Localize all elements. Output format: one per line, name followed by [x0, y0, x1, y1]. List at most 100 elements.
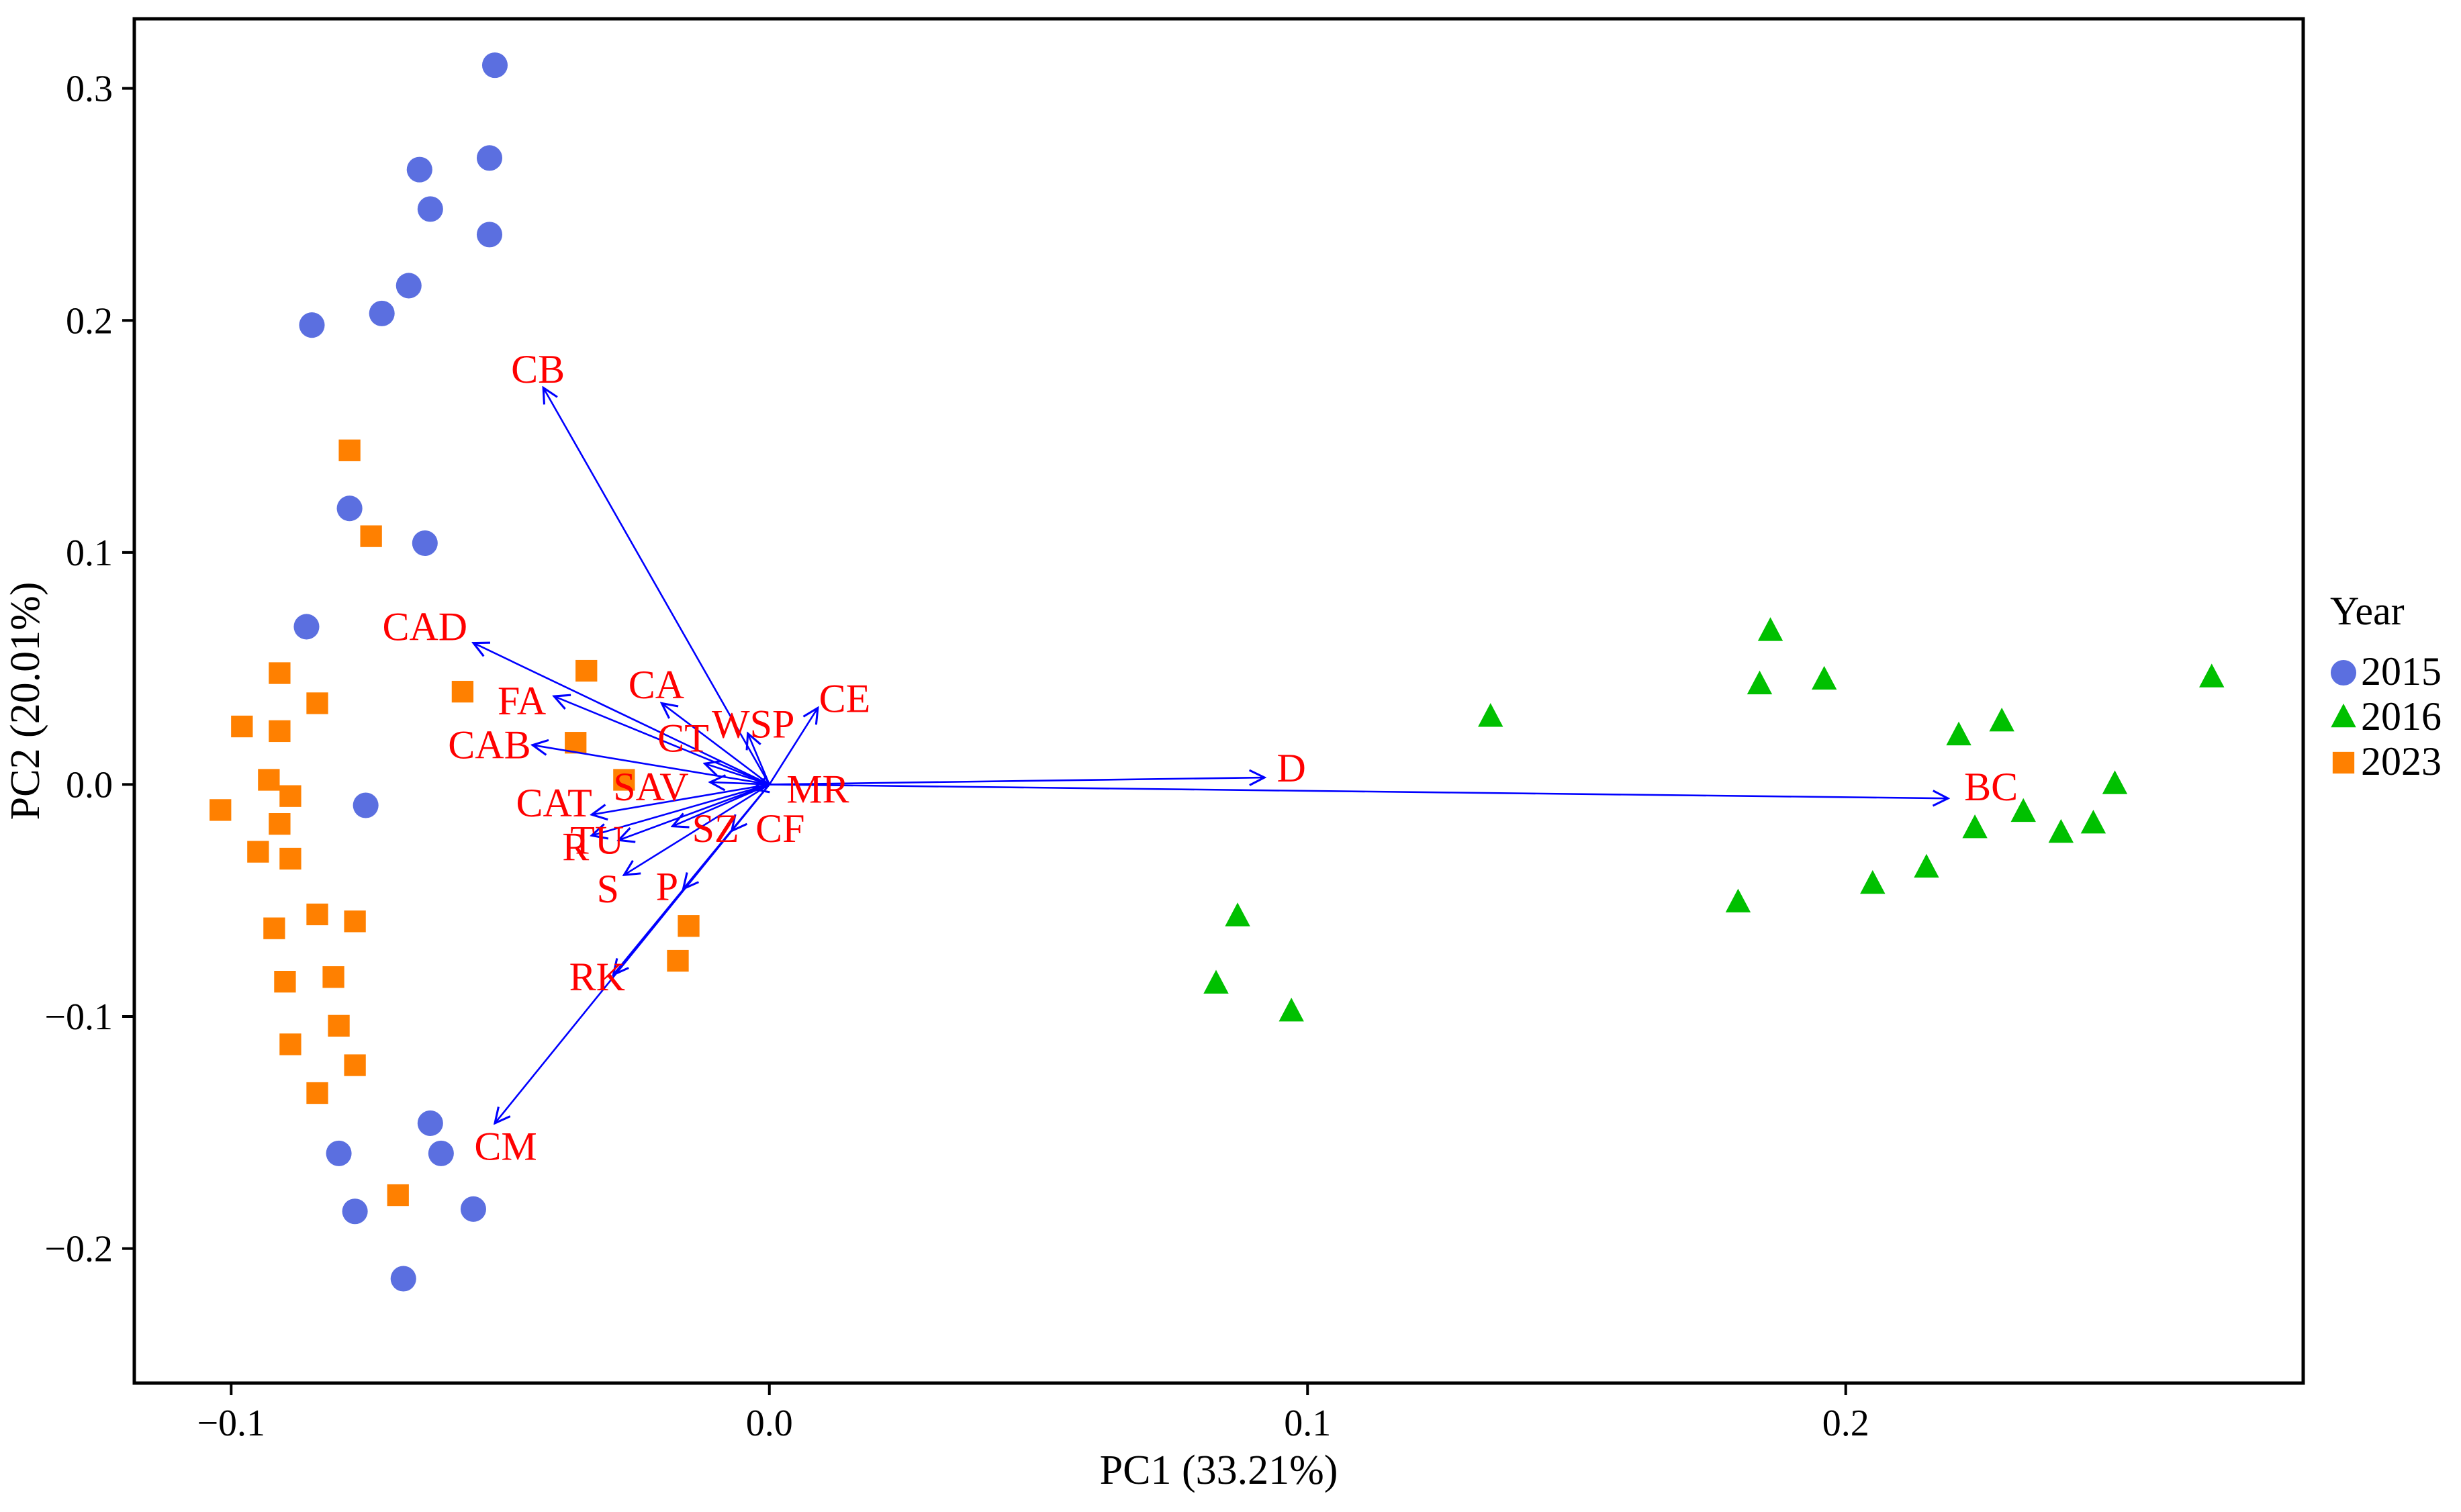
y-tick-label: 0.2 [66, 300, 113, 342]
point-2023-square [263, 917, 285, 939]
point-2023-square [306, 1082, 328, 1104]
loading-label-CAB: CAB [448, 723, 530, 767]
y-tick-label: 0.3 [66, 68, 113, 110]
point-2023-square [210, 799, 232, 821]
point-2023-square [613, 769, 635, 791]
point-2016-triangle [2010, 798, 2036, 822]
legend-title: Year [2330, 589, 2405, 633]
point-2023-square [338, 439, 361, 461]
loading-label-CF: CF [755, 806, 804, 851]
point-2015-circle [353, 792, 379, 818]
loading-label-CM: CM [474, 1125, 537, 1169]
point-2015-circle [417, 196, 443, 222]
legend-marker-2015 [2330, 659, 2357, 686]
point-2015-circle [299, 312, 325, 338]
point-2023-square [667, 949, 689, 972]
loading-label-RK: RK [569, 955, 625, 999]
loading-label-CE: CE [819, 677, 871, 721]
legend-label-2016: 2016 [2361, 694, 2442, 739]
point-2015-circle [417, 1110, 443, 1136]
point-2023-square [279, 847, 301, 870]
point-2016-triangle [1757, 617, 1783, 641]
point-2023-square [279, 1033, 301, 1055]
legend-marker-2016 [2331, 703, 2356, 728]
loading-arrow-CE [768, 708, 818, 786]
point-2023-square [231, 715, 253, 738]
point-2016-triangle [2199, 663, 2225, 688]
point-2016-triangle [1279, 997, 1304, 1022]
point-2016-triangle [2102, 770, 2128, 794]
y-tick-label: 0.1 [66, 532, 113, 574]
point-2016-triangle [1478, 703, 1503, 727]
x-tick-label: 0.2 [1822, 1403, 1869, 1444]
point-2015-circle [326, 1140, 352, 1166]
loading-label-D: D [1277, 746, 1306, 790]
point-2016-triangle [1962, 814, 1988, 839]
x-tick-label: 0.1 [1284, 1403, 1331, 1444]
loading-arrow-R [592, 784, 770, 835]
point-2016-triangle [1860, 869, 1886, 894]
loading-arrow-CAT [592, 784, 770, 814]
loading-label-FA: FA [498, 679, 546, 723]
loading-label-TU: TU [570, 818, 624, 862]
point-2015-circle [342, 1198, 368, 1225]
point-2023-square [306, 692, 328, 714]
point-2023-square [322, 966, 344, 988]
loading-arrow-CAB [532, 745, 770, 786]
point-2023-square [269, 813, 291, 835]
plot-frame [132, 17, 2305, 1385]
point-2015-circle [476, 222, 503, 248]
y-tick-label: −0.2 [44, 1229, 113, 1270]
point-2023-square [247, 841, 269, 863]
point-2015-circle [412, 530, 438, 557]
point-2016-triangle [1725, 888, 1751, 912]
point-2023-square [279, 785, 301, 807]
point-2016-triangle [1946, 721, 1971, 746]
loading-label-CB: CB [511, 347, 565, 391]
x-tick-label: 0.0 [746, 1403, 793, 1444]
point-2023-square [344, 1054, 366, 1076]
loading-label-R: R [562, 825, 589, 869]
point-2023-square [387, 1184, 409, 1207]
legend-label-2023: 2023 [2361, 739, 2442, 784]
point-2015-circle [481, 52, 508, 79]
loading-label-CAD: CAD [382, 604, 467, 649]
point-2015-circle [396, 273, 422, 299]
point-2015-circle [336, 495, 363, 522]
point-2023-square [306, 903, 328, 926]
point-2023-square [451, 681, 474, 703]
loading-arrow-FA [554, 696, 770, 786]
point-2023-square [269, 662, 291, 684]
legend-marker-2023 [2332, 751, 2355, 774]
loading-label-CT: CT [657, 716, 709, 760]
point-2023-square [678, 915, 700, 937]
loading-label-SZ: SZ [692, 806, 739, 851]
point-2023-square [328, 1014, 350, 1037]
point-2023-square [344, 910, 366, 933]
point-2016-triangle [1225, 902, 1250, 927]
loading-arrow-TU [618, 784, 770, 840]
point-2016-triangle [1914, 853, 1939, 878]
point-2023-square [274, 970, 296, 993]
point-2015-circle [369, 300, 395, 326]
point-2023-square [565, 732, 587, 754]
loading-arrow-CB [543, 387, 770, 786]
loading-arrow-CA [661, 703, 770, 786]
point-2015-circle [476, 145, 503, 171]
point-2016-triangle [1203, 970, 1229, 994]
y-tick-label: −0.1 [44, 996, 113, 1038]
point-2016-triangle [1989, 708, 2014, 732]
loading-arrow-CM [495, 784, 770, 1123]
loading-arrow-D [769, 777, 1264, 784]
point-2015-circle [406, 156, 432, 183]
x-axis-title: PC1 (33.21%) [1100, 1448, 1338, 1493]
point-2023-square [575, 659, 598, 682]
loading-label-MR: MR [786, 767, 849, 811]
y-tick-label: 0.0 [66, 764, 113, 806]
legend-label-2015: 2015 [2361, 649, 2442, 694]
loading-arrow-BC [769, 784, 1948, 798]
loading-label-P: P [656, 864, 678, 908]
loading-label-CAT: CAT [516, 781, 592, 825]
